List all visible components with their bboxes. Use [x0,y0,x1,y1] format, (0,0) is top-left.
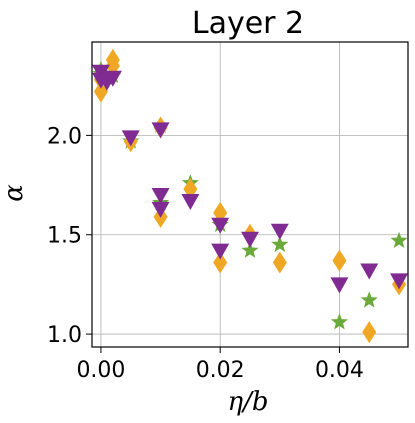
y-axis-label: α [0,184,29,202]
diamond-marker [332,249,347,272]
star-marker [271,235,289,252]
triangle-down-marker [151,122,170,139]
triangle-down-marker [390,273,409,290]
triangle-down-marker [360,263,379,280]
triangle-down-marker [151,187,170,204]
star-marker [360,291,378,308]
triangle-down-marker [270,223,289,240]
star-marker [241,241,259,258]
grid-lines [92,42,408,347]
diamond-marker [213,251,228,274]
data-points [91,48,409,344]
star-marker [390,231,408,248]
axis-ticks: 0.00 0.02 0.04 1.0 1.5 2.0 [47,124,364,383]
x-tick-label: 0.02 [196,358,245,383]
triangle-down-marker [103,70,122,87]
y-tick-label: 1.0 [47,323,82,348]
chart-title: Layer 2 [192,6,304,41]
triangle-down-marker [121,130,140,147]
diamond-marker [272,251,287,274]
triangle-down-marker [211,243,230,260]
x-axis-label: η/b [228,387,269,417]
triangle-down-marker [181,193,200,210]
triangle-down-marker [151,201,170,218]
y-tick-label: 1.5 [47,224,82,249]
x-tick-label: 0.04 [315,358,364,383]
y-tick-label: 2.0 [47,124,82,149]
plot-frame [91,41,409,348]
x-tick-label: 0.00 [76,358,125,383]
triangle-down-marker [211,217,230,234]
triangle-down-marker [330,277,349,294]
triangle-down-marker [241,231,259,248]
star-marker [330,313,348,330]
diamond-marker [362,321,377,344]
